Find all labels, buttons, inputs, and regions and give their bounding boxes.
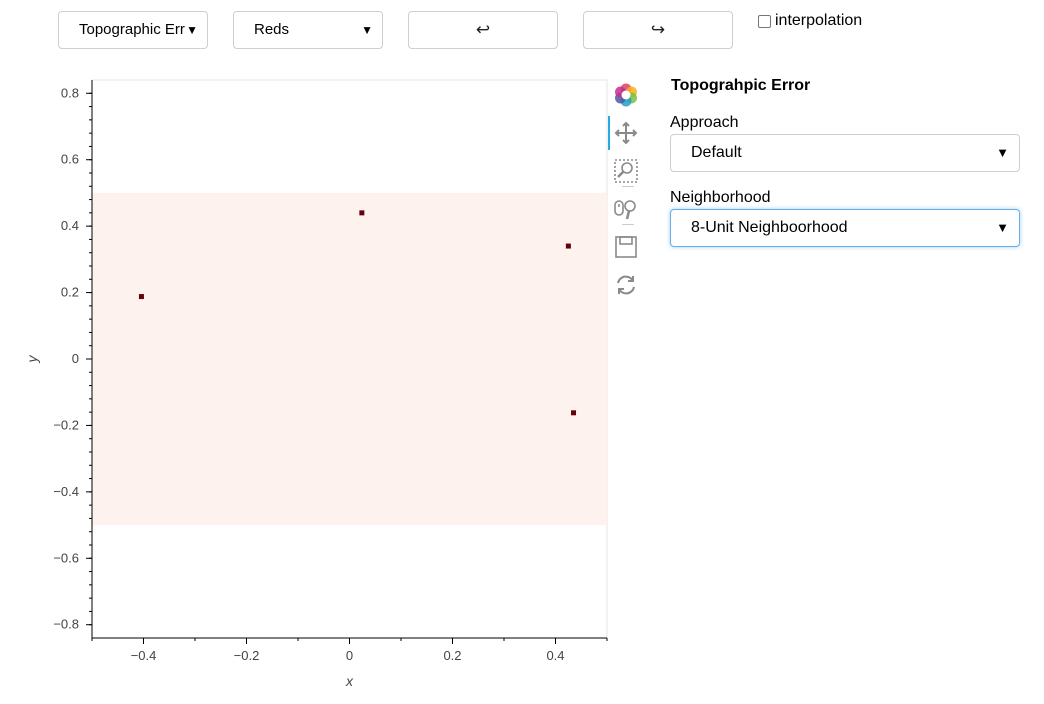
approach-select-value: Default bbox=[691, 144, 742, 161]
neighborhood-select[interactable]: 8-Unit Neighboorhood ▼ bbox=[670, 209, 1020, 247]
approach-label: Approach bbox=[670, 114, 739, 131]
x-tick-label: −0.2 bbox=[234, 648, 260, 663]
x-tick-label: −0.4 bbox=[131, 648, 157, 663]
y-tick-label: 0.4 bbox=[61, 218, 79, 233]
neighborhood-label: Neighborhood bbox=[670, 189, 771, 206]
redo-icon: ↪ bbox=[650, 20, 666, 39]
data-point[interactable] bbox=[138, 294, 144, 300]
reset-icon[interactable] bbox=[608, 266, 644, 304]
som-plot[interactable]: −0.4 −0.2 0 0.2 0.4 0.8 0.6 0.4 0.2 0 −0.2 −0.4 −0.6… bbox=[0, 60, 610, 700]
y-tick-label: −0.8 bbox=[53, 617, 79, 632]
data-point[interactable] bbox=[571, 410, 577, 416]
chevron-down-icon: ▼ bbox=[186, 23, 198, 37]
metric-select[interactable]: Topographic Err ▼ bbox=[58, 11, 208, 49]
x-tick-label: 0.4 bbox=[546, 648, 564, 663]
bokeh-logo-icon[interactable] bbox=[608, 76, 644, 114]
plot-toolbar bbox=[608, 76, 644, 304]
chevron-down-icon: ▼ bbox=[361, 23, 373, 37]
x-tick-label: 0.2 bbox=[443, 648, 461, 663]
interpolation-checkbox[interactable] bbox=[758, 14, 771, 28]
y-tick-label: 0 bbox=[72, 351, 79, 366]
x-axis-label: x bbox=[345, 673, 354, 689]
undo-button[interactable]: ↩ bbox=[408, 11, 558, 49]
x-tick-label: 0 bbox=[346, 648, 353, 663]
chevron-down-icon: ▼ bbox=[996, 145, 1009, 160]
y-tick-label: −0.4 bbox=[53, 484, 79, 499]
y-axis-label: y bbox=[24, 355, 40, 364]
y-tick-label: −0.6 bbox=[53, 550, 79, 565]
toolbar-divider bbox=[622, 186, 634, 187]
heatmap-band bbox=[92, 192, 607, 526]
wheel-zoom-icon[interactable] bbox=[608, 190, 644, 228]
redo-button[interactable]: ↪ bbox=[583, 11, 733, 49]
approach-select[interactable]: Default ▼ bbox=[670, 134, 1020, 172]
colormap-select-value: Reds bbox=[254, 21, 290, 38]
chevron-down-icon: ▼ bbox=[996, 220, 1009, 235]
interpolation-label: interpolation bbox=[775, 12, 863, 29]
y-tick-label: −0.2 bbox=[53, 417, 79, 432]
data-point[interactable] bbox=[359, 210, 365, 216]
toolbar-divider bbox=[622, 224, 634, 225]
data-point[interactable] bbox=[565, 243, 571, 249]
box-zoom-icon[interactable] bbox=[608, 152, 644, 190]
neighborhood-select-value: 8-Unit Neighboorhood bbox=[691, 219, 848, 236]
undo-icon: ↩ bbox=[475, 20, 491, 39]
interpolation-toggle[interactable]: interpolation bbox=[758, 12, 862, 30]
panel-title: Topograhpic Error bbox=[671, 77, 811, 94]
save-icon[interactable] bbox=[608, 228, 644, 266]
y-tick-label: 0.6 bbox=[61, 152, 79, 167]
y-tick-label: 0.2 bbox=[61, 285, 79, 300]
metric-select-value: Topographic Err bbox=[79, 21, 185, 38]
pan-icon[interactable] bbox=[608, 114, 644, 152]
y-tick-label: 0.8 bbox=[61, 85, 79, 100]
colormap-select[interactable]: Reds ▼ bbox=[233, 11, 383, 49]
